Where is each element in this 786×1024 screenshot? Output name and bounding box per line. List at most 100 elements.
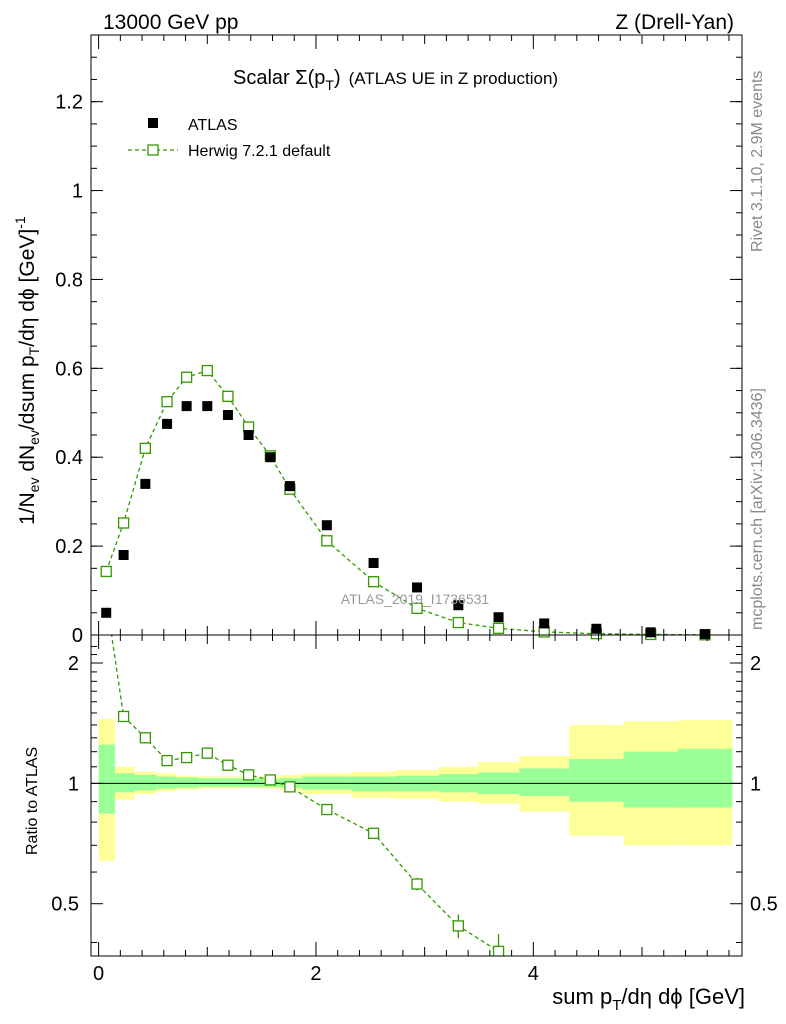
main-mc-point-11 (367, 576, 380, 588)
main-mc-point-1 (117, 517, 130, 529)
ratio-mc-point-12 (411, 878, 423, 890)
title-rest: (ATLAS UE in Z production) (349, 69, 558, 88)
band-inner-16 (569, 759, 624, 802)
main-mc-point-5 (201, 364, 213, 377)
ratio-mc-point-1 (117, 710, 130, 723)
main-data-point-2 (140, 478, 151, 489)
legend-mc-marker (147, 144, 159, 156)
ratio-ytick-label-2: 2 (68, 653, 79, 675)
main-data-point-1 (118, 550, 129, 560)
mcplots-label: mcplots.cern.ch [arXiv:1306.3436] (749, 388, 766, 630)
main-data-point-9 (284, 481, 295, 492)
main-data-point-12 (412, 582, 423, 593)
ratio-ytick-label-right-1: 1 (750, 773, 761, 795)
ratio-mc-point-4 (180, 751, 193, 764)
ratio-ytick-label-right-0: 0.5 (750, 894, 778, 916)
main-data-point-6 (222, 410, 233, 420)
rivet-label: Rivet 3.1.10, 2.9M events (749, 71, 766, 252)
main-y-label: 1/Nev dNev/dsum pT/dη dϕ [GeV]-1 (12, 216, 42, 525)
xtick-label-0: 0 (93, 963, 104, 985)
ratio-ytick-label-1: 1 (68, 773, 79, 795)
main-mc-point-13 (452, 616, 464, 629)
mc-series-ratio (101, 593, 505, 956)
ratio-mc-point-10 (321, 803, 333, 816)
ratio-ytick-label-right-2: 2 (750, 653, 761, 675)
ratio-mc-point-13 (452, 920, 464, 932)
ratio-panel: 0 2 4 0.5 0.5 1 1 2 2 Ratio to ATLAS (24, 593, 778, 985)
band-inner-7 (238, 778, 261, 787)
header-left: 13000 GeV pp (103, 11, 238, 34)
main-ytick-label-3: 0.6 (55, 358, 83, 380)
main-mc-point-10 (321, 535, 333, 547)
band-inner-18 (677, 748, 733, 808)
band-inner-1 (114, 773, 135, 793)
ratio-frame (90, 634, 743, 957)
main-data-point-5 (202, 401, 213, 412)
main-mc-point-2 (139, 442, 151, 454)
main-axis-ticks: 0 0.2 0.4 0.6 0.8 1 1.2 (55, 34, 742, 647)
band-inner-3 (156, 776, 176, 789)
main-data-point-0 (101, 607, 112, 618)
title-sub: T (325, 77, 334, 93)
ratio-mc-point-9 (284, 781, 296, 793)
main-panel: 0 0.2 0.4 0.6 0.8 1 1.2 ATLAS_2019_I1736531 Sc… (12, 34, 743, 647)
ratio-mc-point-0 (101, 593, 111, 603)
main-data-point-13 (453, 600, 464, 611)
ratio-mc-point-2 (139, 732, 151, 744)
title-main: Scalar Σ(p (233, 67, 325, 89)
ratio-mc-point-14 (492, 945, 505, 956)
band-inner-0 (98, 744, 115, 814)
main-data-point-10 (321, 520, 332, 531)
ratio-axis-ticks: 0 2 4 0.5 0.5 1 1 2 2 (51, 635, 778, 985)
band-inner-17 (623, 751, 678, 808)
band-inner-2 (134, 774, 157, 791)
ratio-uncertainty-bands (91, 718, 742, 861)
watermark: ATLAS_2019_I1736531 (341, 591, 490, 607)
main-data-point-17 (645, 627, 656, 638)
main-data-point-16 (591, 623, 602, 634)
main-ytick-label-4: 0.8 (55, 269, 83, 291)
main-mc-point-14 (492, 622, 505, 634)
main-mc-point-4 (180, 371, 193, 383)
main-data-point-11 (368, 558, 379, 568)
ratio-mc-point-7 (242, 769, 255, 781)
main-ytick-label-2: 0.4 (55, 447, 83, 469)
band-inner-4 (175, 777, 198, 788)
main-data-point-8 (265, 452, 276, 463)
ratio-mc-point-6 (222, 759, 234, 771)
x-axis-label: sum pT/dη dϕ [GeV] (552, 984, 745, 1014)
main-ytick-label-5: 1 (72, 181, 83, 203)
band-inner-11 (351, 776, 396, 792)
legend-mc-label: Herwig 7.2.1 default (188, 143, 331, 160)
ratio-mc-point-3 (161, 754, 173, 767)
ratio-ytick-label-0: 0.5 (51, 894, 79, 916)
legend: ATLAS Herwig 7.2.1 default (128, 117, 331, 160)
main-data-point-4 (181, 401, 192, 412)
band-inner-5 (197, 778, 218, 787)
band-inner-6 (217, 778, 239, 787)
main-data-point-18 (700, 629, 711, 640)
band-inner-15 (519, 768, 570, 796)
main-ytick-label-1: 0.2 (55, 536, 83, 558)
main-mc-point-0 (100, 565, 112, 578)
main-ytick-label-0: 0 (72, 625, 83, 647)
xtick-label-2: 4 (528, 963, 539, 985)
main-mc-point-12 (411, 602, 423, 614)
legend-atlas-label: ATLAS (188, 117, 238, 134)
xtick-label-1: 2 (310, 963, 321, 985)
ratio-mc-point-8 (264, 774, 276, 786)
legend-atlas-marker (148, 118, 158, 128)
main-data-point-14 (493, 612, 504, 623)
ratio-y-label: Ratio to ATLAS (24, 747, 41, 855)
ratio-mc-point-5 (201, 747, 213, 759)
ratio-mc-point-11 (367, 827, 380, 839)
data-series-main (101, 401, 711, 640)
title-close: ) (334, 67, 341, 89)
header-right: Z (Drell-Yan) (615, 11, 734, 34)
main-data-point-15 (539, 618, 550, 629)
main-data-point-3 (162, 418, 173, 429)
main-data-point-7 (243, 430, 254, 440)
main-ytick-label-6: 1.2 (55, 92, 83, 114)
main-mc-point-6 (222, 390, 234, 402)
